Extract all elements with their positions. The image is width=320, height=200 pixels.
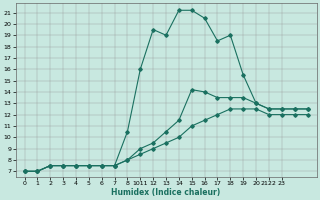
X-axis label: Humidex (Indice chaleur): Humidex (Indice chaleur) bbox=[111, 188, 221, 197]
